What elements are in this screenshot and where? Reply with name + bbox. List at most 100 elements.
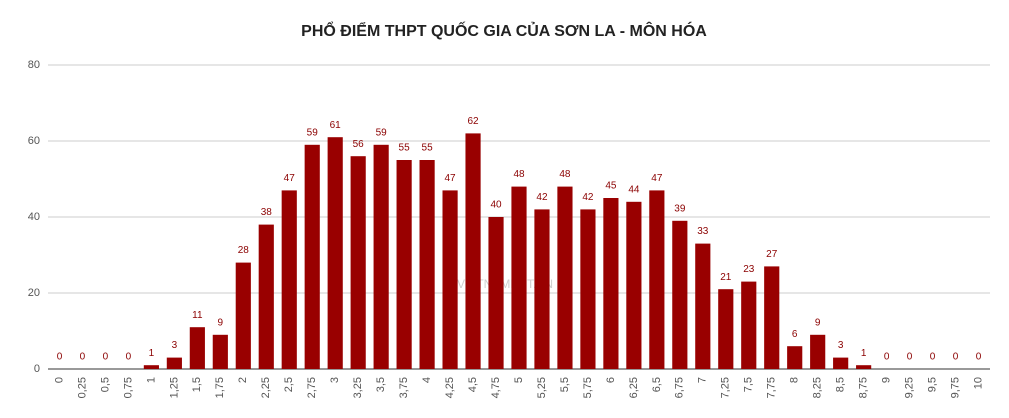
value-label: 0 (976, 352, 982, 363)
value-label: 62 (467, 116, 479, 127)
x-tick-label: 0,5 (99, 377, 111, 392)
bar (189, 327, 205, 369)
x-tick-label: 0,25 (76, 377, 88, 398)
x-tick-label: 5,5 (559, 377, 571, 392)
bar (787, 346, 803, 369)
x-tick-label: 9 (881, 377, 893, 383)
x-tick-label: 8 (789, 377, 801, 383)
bar (350, 156, 366, 369)
x-tick-label: 4 (421, 377, 433, 383)
x-tick-label: 1,5 (191, 377, 203, 392)
bar (488, 217, 504, 369)
x-tick-label: 5 (513, 377, 525, 383)
value-label: 0 (126, 352, 132, 363)
x-tick-label: 1,75 (214, 377, 226, 398)
bar (235, 262, 251, 369)
x-tick-label: 6,25 (628, 377, 640, 398)
value-label: 6 (792, 329, 798, 340)
bar (672, 220, 688, 369)
bar (557, 186, 573, 369)
y-tick-label: 60 (28, 135, 40, 147)
value-label: 0 (80, 352, 86, 363)
y-tick-label: 80 (28, 59, 40, 71)
x-tick-label: 3,5 (375, 377, 387, 392)
value-label: 9 (218, 317, 224, 328)
x-tick-label: 2,5 (283, 377, 295, 392)
x-tick-label: 5,25 (536, 377, 548, 398)
bar (741, 281, 757, 369)
value-label: 47 (284, 173, 296, 184)
x-tick-label: 7 (697, 377, 709, 383)
bar (856, 365, 872, 369)
value-label: 55 (399, 143, 411, 154)
value-label: 0 (953, 352, 959, 363)
value-label: 1 (861, 348, 867, 359)
chart-title: PHỔ ĐIỂM THPT QUỐC GIA CỦA SƠN LA - MÔN … (301, 20, 707, 40)
value-label: 0 (907, 352, 913, 363)
value-label: 23 (743, 264, 755, 275)
x-tick-label: 6 (605, 377, 617, 383)
bar (258, 224, 274, 369)
bar (580, 209, 596, 369)
bar (166, 357, 182, 369)
value-label: 21 (720, 272, 732, 283)
value-label: 39 (674, 203, 686, 214)
value-label: 3 (838, 340, 844, 351)
x-tick-label: 8,25 (812, 377, 824, 398)
value-label: 48 (513, 169, 525, 180)
bar (695, 243, 711, 369)
x-tick-label: 4,5 (467, 377, 479, 392)
value-label: 59 (307, 127, 319, 138)
x-tick-label: 1 (145, 377, 157, 383)
value-label: 3 (172, 340, 178, 351)
value-label: 44 (628, 184, 640, 195)
value-label: 47 (445, 173, 457, 184)
watermark: VIETNAMNET.VN (457, 277, 553, 291)
bar (810, 334, 826, 369)
x-tick-label: 9,75 (949, 377, 961, 398)
value-label: 0 (884, 352, 890, 363)
x-tick-label: 10 (972, 377, 984, 389)
bar (143, 365, 159, 369)
x-tick-label: 0,75 (122, 377, 134, 398)
x-tick-label: 8,5 (835, 377, 847, 392)
x-tick-label: 9,25 (903, 377, 915, 398)
value-label: 42 (536, 192, 548, 203)
value-label: 1 (149, 348, 155, 359)
y-tick-label: 20 (28, 287, 40, 299)
bar (833, 357, 849, 369)
bar (327, 137, 343, 369)
value-label: 0 (103, 352, 109, 363)
value-label: 27 (766, 249, 778, 260)
value-label: 55 (422, 143, 434, 154)
x-tick-label: 7,5 (743, 377, 755, 392)
x-tick-label: 0 (53, 377, 65, 383)
x-tick-label: 2,25 (260, 377, 272, 398)
value-label: 9 (815, 317, 821, 328)
value-label: 59 (376, 127, 388, 138)
x-tick-label: 7,75 (766, 377, 778, 398)
bar (649, 190, 665, 369)
value-label: 38 (261, 207, 273, 218)
x-tick-label: 4,25 (444, 377, 456, 398)
bar (419, 160, 435, 369)
value-label: 47 (651, 173, 663, 184)
bar (281, 190, 297, 369)
x-tick-label: 2 (237, 377, 249, 383)
value-label: 42 (582, 192, 594, 203)
value-label: 61 (330, 120, 342, 131)
x-tick-label: 2,75 (306, 377, 318, 398)
y-tick-label: 40 (28, 211, 40, 223)
value-label: 0 (57, 352, 63, 363)
bar (534, 209, 550, 369)
bar (764, 266, 780, 369)
value-label: 28 (238, 245, 250, 256)
value-label: 48 (559, 169, 571, 180)
value-label: 33 (697, 226, 709, 237)
x-tick-label: 3,75 (398, 377, 410, 398)
value-label: 45 (605, 181, 617, 192)
bar (373, 144, 389, 369)
x-tick-label: 6,5 (651, 377, 663, 392)
